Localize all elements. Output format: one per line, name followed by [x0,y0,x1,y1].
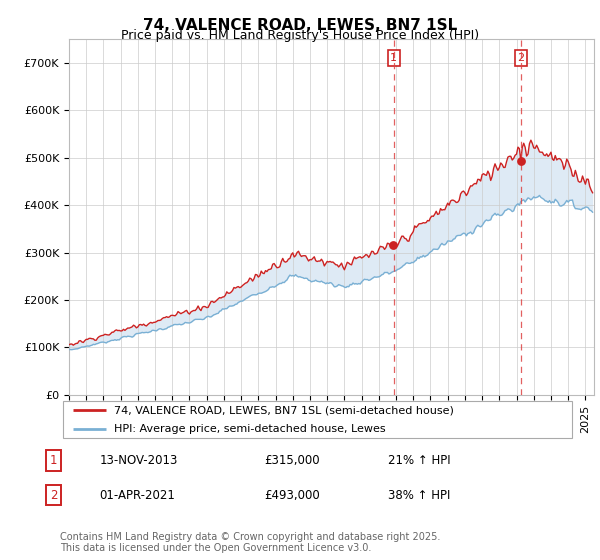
Text: Contains HM Land Registry data © Crown copyright and database right 2025.
This d: Contains HM Land Registry data © Crown c… [60,531,440,553]
Text: 74, VALENCE ROAD, LEWES, BN7 1SL (semi-detached house): 74, VALENCE ROAD, LEWES, BN7 1SL (semi-d… [114,405,454,415]
Point [388,241,398,250]
Text: Price paid vs. HM Land Registry's House Price Index (HPI): Price paid vs. HM Land Registry's House … [121,29,479,42]
Text: 2: 2 [50,489,57,502]
Text: 38% ↑ HPI: 38% ↑ HPI [388,489,451,502]
FancyBboxPatch shape [62,401,572,438]
Text: 1: 1 [50,454,57,467]
Text: HPI: Average price, semi-detached house, Lewes: HPI: Average price, semi-detached house,… [114,424,386,433]
Text: 1: 1 [391,53,397,63]
Text: £493,000: £493,000 [264,489,320,502]
Text: 74, VALENCE ROAD, LEWES, BN7 1SL: 74, VALENCE ROAD, LEWES, BN7 1SL [143,18,457,33]
Text: 01-APR-2021: 01-APR-2021 [100,489,175,502]
Text: £315,000: £315,000 [264,454,320,467]
Text: 21% ↑ HPI: 21% ↑ HPI [388,454,451,467]
Text: 13-NOV-2013: 13-NOV-2013 [100,454,178,467]
Point [516,157,526,166]
Text: 2: 2 [517,53,524,63]
